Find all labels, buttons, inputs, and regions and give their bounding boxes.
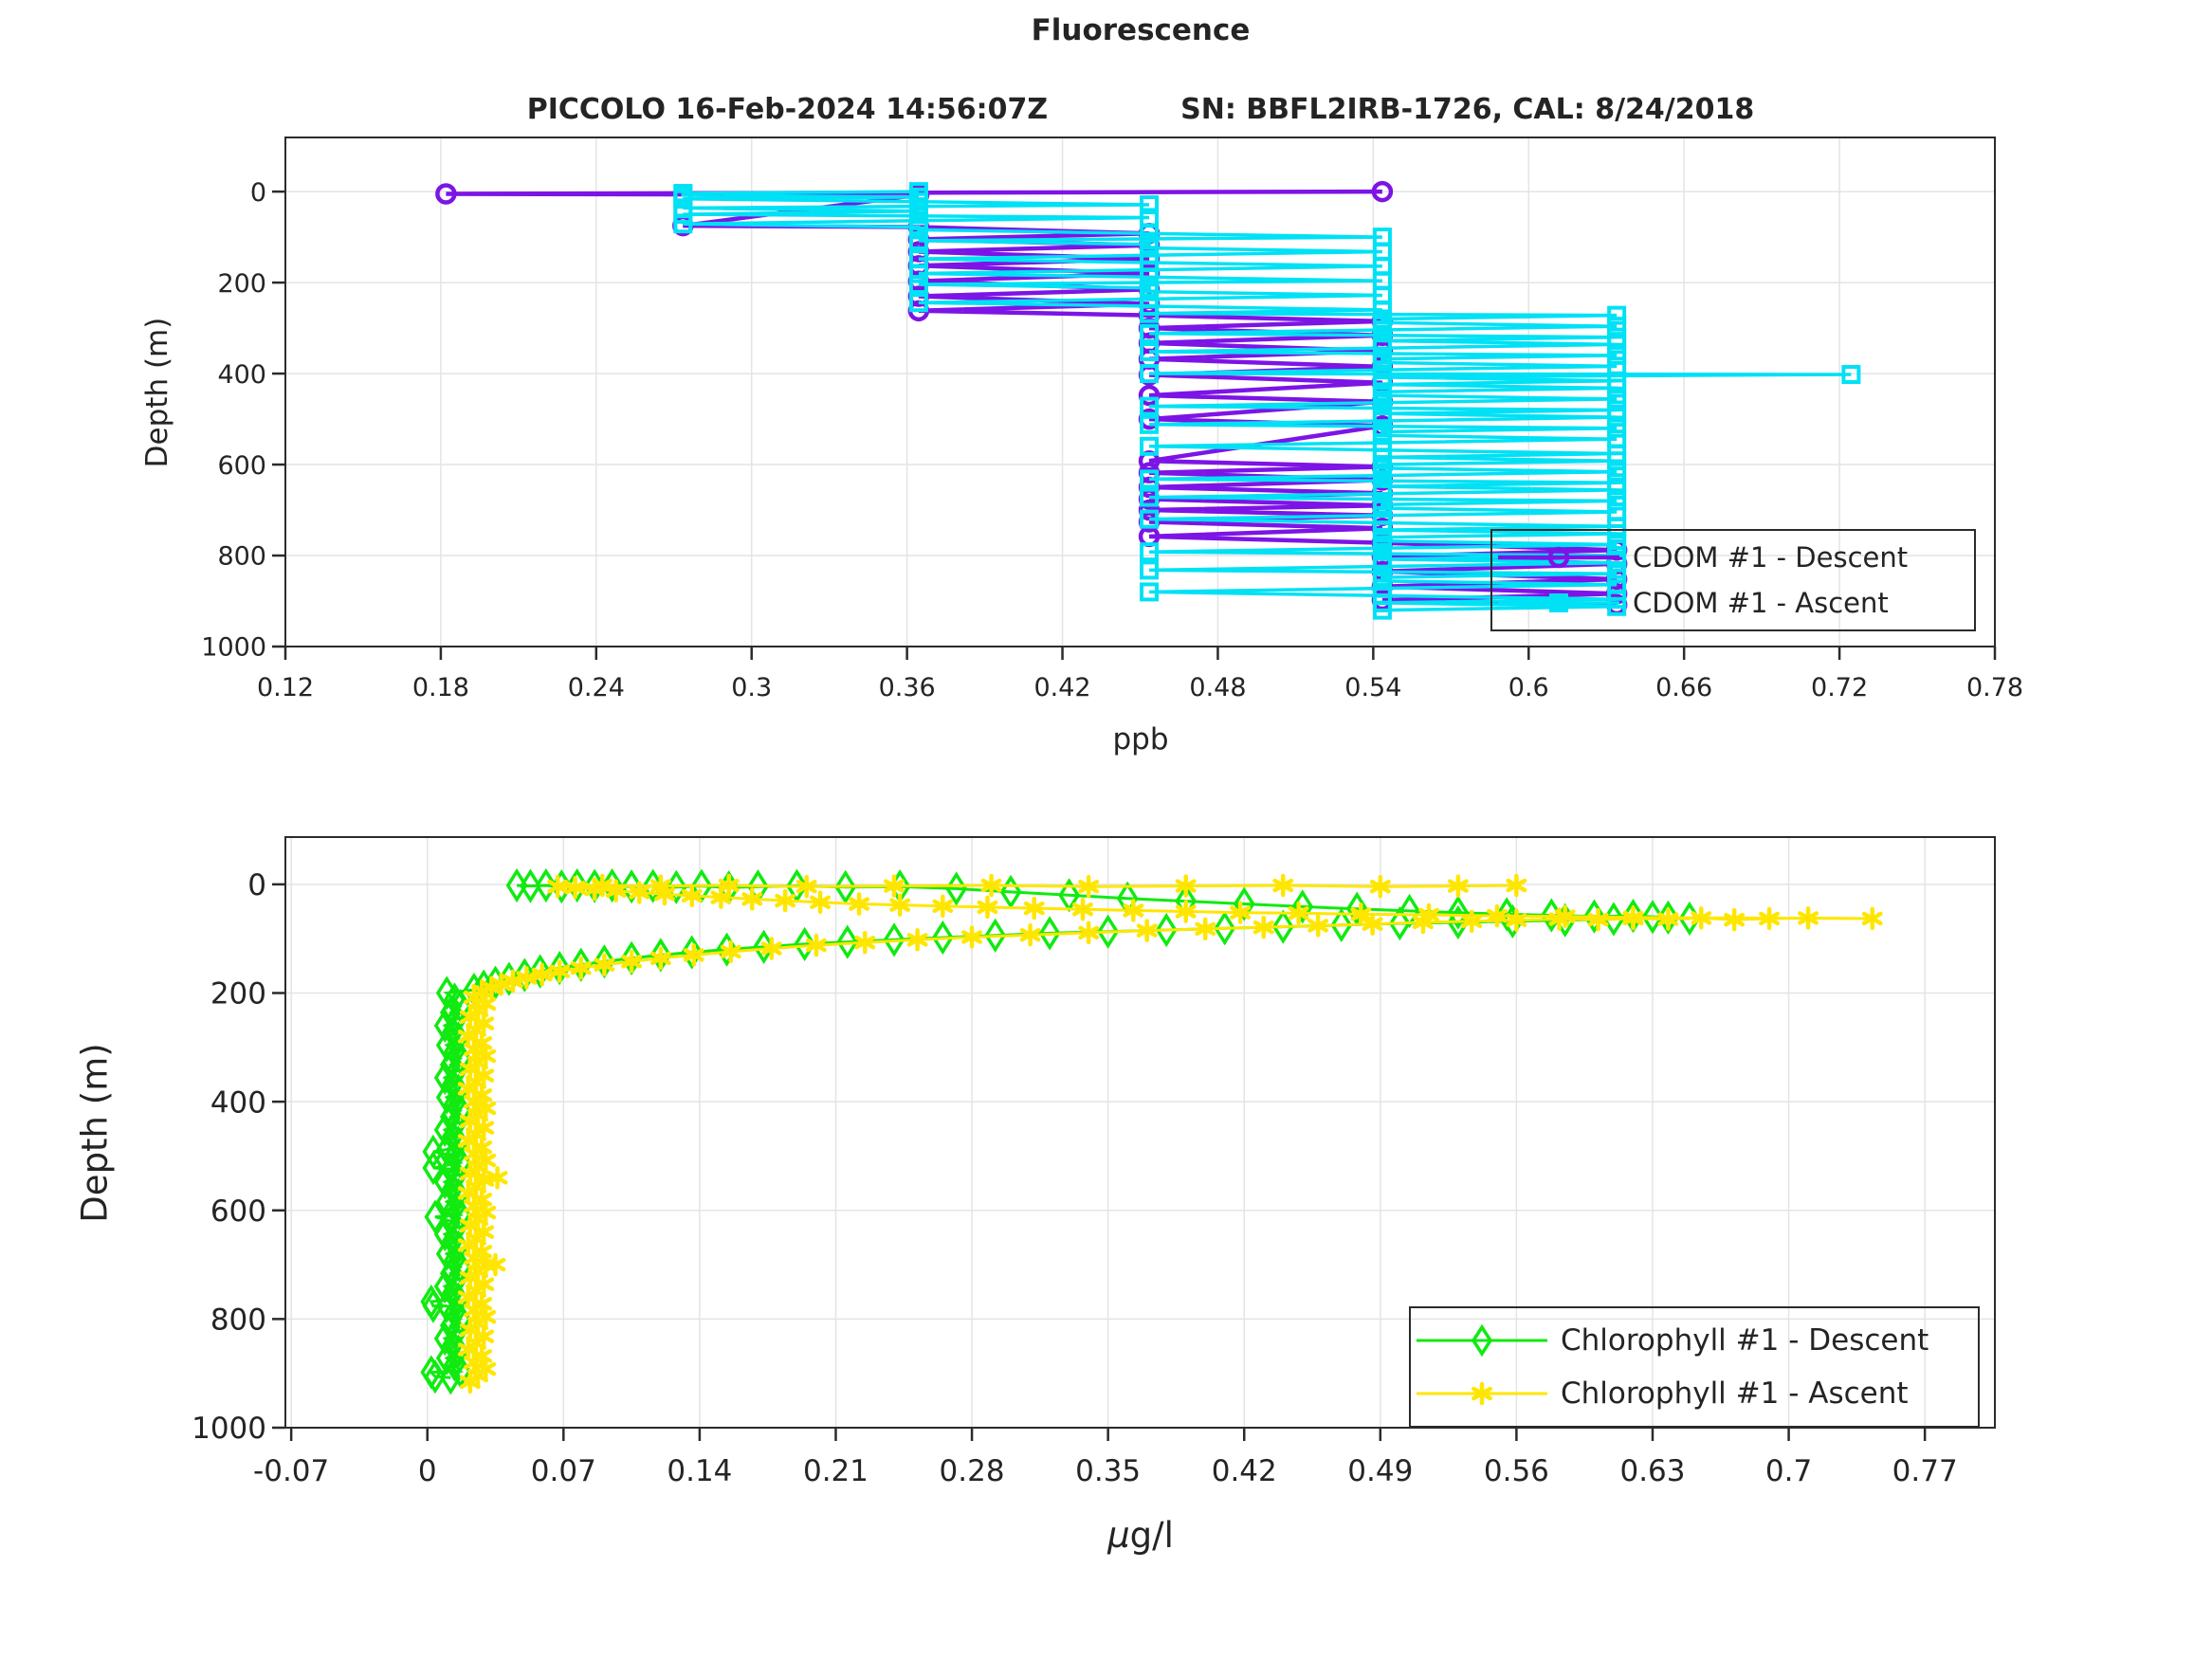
svg-text:-0.07: -0.07 <box>253 1454 329 1488</box>
figure-title: Fluorescence <box>1031 13 1251 47</box>
svg-text:600: 600 <box>210 1194 266 1229</box>
cdom-ascent-line-marker-icon <box>1498 593 1619 612</box>
chlorophyll-y-axis-label: Depth (m) <box>74 1043 116 1223</box>
svg-text:0.72: 0.72 <box>1811 673 1868 702</box>
svg-text:0.35: 0.35 <box>1075 1454 1141 1488</box>
svg-text:0.07: 0.07 <box>531 1454 596 1488</box>
svg-text:0.54: 0.54 <box>1344 673 1401 702</box>
svg-text:600: 600 <box>217 451 266 481</box>
svg-text:0: 0 <box>250 178 266 208</box>
subtitle-deployment: PICCOLO 16-Feb-2024 14:56:07Z <box>526 93 1049 126</box>
svg-text:800: 800 <box>210 1304 266 1338</box>
svg-text:0.21: 0.21 <box>803 1454 868 1488</box>
legend-label-chl-descent: Chlorophyll #1 - Descent <box>1561 1323 1929 1358</box>
svg-text:0.66: 0.66 <box>1655 673 1712 702</box>
svg-text:0.56: 0.56 <box>1484 1454 1549 1488</box>
legend-entry-chl-descent: Chlorophyll #1 - Descent <box>1411 1320 1978 1361</box>
svg-text:0.14: 0.14 <box>667 1454 732 1488</box>
chl-ascent-line-marker-icon <box>1417 1381 1547 1406</box>
svg-text:0.24: 0.24 <box>568 673 625 702</box>
svg-text:0.49: 0.49 <box>1347 1454 1413 1488</box>
svg-text:0: 0 <box>247 868 266 902</box>
legend-entry-cdom-ascent: CDOM #1 - Ascent <box>1492 584 1974 622</box>
svg-text:0.36: 0.36 <box>879 673 936 702</box>
legend-label-chl-ascent: Chlorophyll #1 - Ascent <box>1561 1376 1909 1411</box>
svg-text:0.12: 0.12 <box>257 673 314 702</box>
svg-text:1000: 1000 <box>192 1412 266 1446</box>
svg-text:0.6: 0.6 <box>1508 673 1549 702</box>
legend-entry-cdom-descent: CDOM #1 - Descent <box>1492 538 1974 576</box>
svg-text:0.28: 0.28 <box>940 1454 1005 1488</box>
mu-symbol: µ <box>1107 1515 1130 1556</box>
chl-descent-line-marker-icon <box>1417 1323 1547 1358</box>
svg-text:1000: 1000 <box>201 633 266 663</box>
legend-label-cdom-descent: CDOM #1 - Descent <box>1633 541 1909 574</box>
svg-text:200: 200 <box>217 269 266 299</box>
svg-text:0.42: 0.42 <box>1212 1454 1277 1488</box>
svg-text:0.77: 0.77 <box>1892 1454 1958 1488</box>
svg-text:0.78: 0.78 <box>1966 673 2023 702</box>
legend-entry-chl-ascent: Chlorophyll #1 - Ascent <box>1411 1373 1978 1414</box>
cdom-y-axis-label: Depth (m) <box>140 317 174 468</box>
svg-text:0.63: 0.63 <box>1619 1454 1685 1488</box>
svg-text:0.48: 0.48 <box>1189 673 1246 702</box>
svg-text:0.7: 0.7 <box>1765 1454 1812 1488</box>
xlabel-units: g/l <box>1129 1515 1174 1556</box>
svg-text:0.3: 0.3 <box>731 673 772 702</box>
chlorophyll-legend: Chlorophyll #1 - Descent Chlorophyll #1 … <box>1409 1306 1980 1428</box>
figure-subtitle: PICCOLO 16-Feb-2024 14:56:07Z SN: BBFL2I… <box>527 93 1755 126</box>
svg-text:400: 400 <box>217 360 266 390</box>
chlorophyll-x-axis-label: µg/l <box>1107 1515 1174 1556</box>
svg-text:0.18: 0.18 <box>412 673 469 702</box>
svg-text:200: 200 <box>210 977 266 1012</box>
svg-text:0.42: 0.42 <box>1033 673 1090 702</box>
legend-label-cdom-ascent: CDOM #1 - Ascent <box>1633 587 1889 619</box>
cdom-legend: CDOM #1 - Descent CDOM #1 - Ascent <box>1490 529 1976 631</box>
svg-text:800: 800 <box>217 542 266 572</box>
cdom-descent-line-marker-icon <box>1498 546 1619 569</box>
svg-text:0: 0 <box>418 1454 437 1488</box>
svg-text:400: 400 <box>210 1085 266 1120</box>
subtitle-sensor-cal: SN: BBFL2IRB-1726, CAL: 8/24/2018 <box>1180 93 1755 126</box>
cdom-x-axis-label: ppb <box>1112 722 1169 757</box>
